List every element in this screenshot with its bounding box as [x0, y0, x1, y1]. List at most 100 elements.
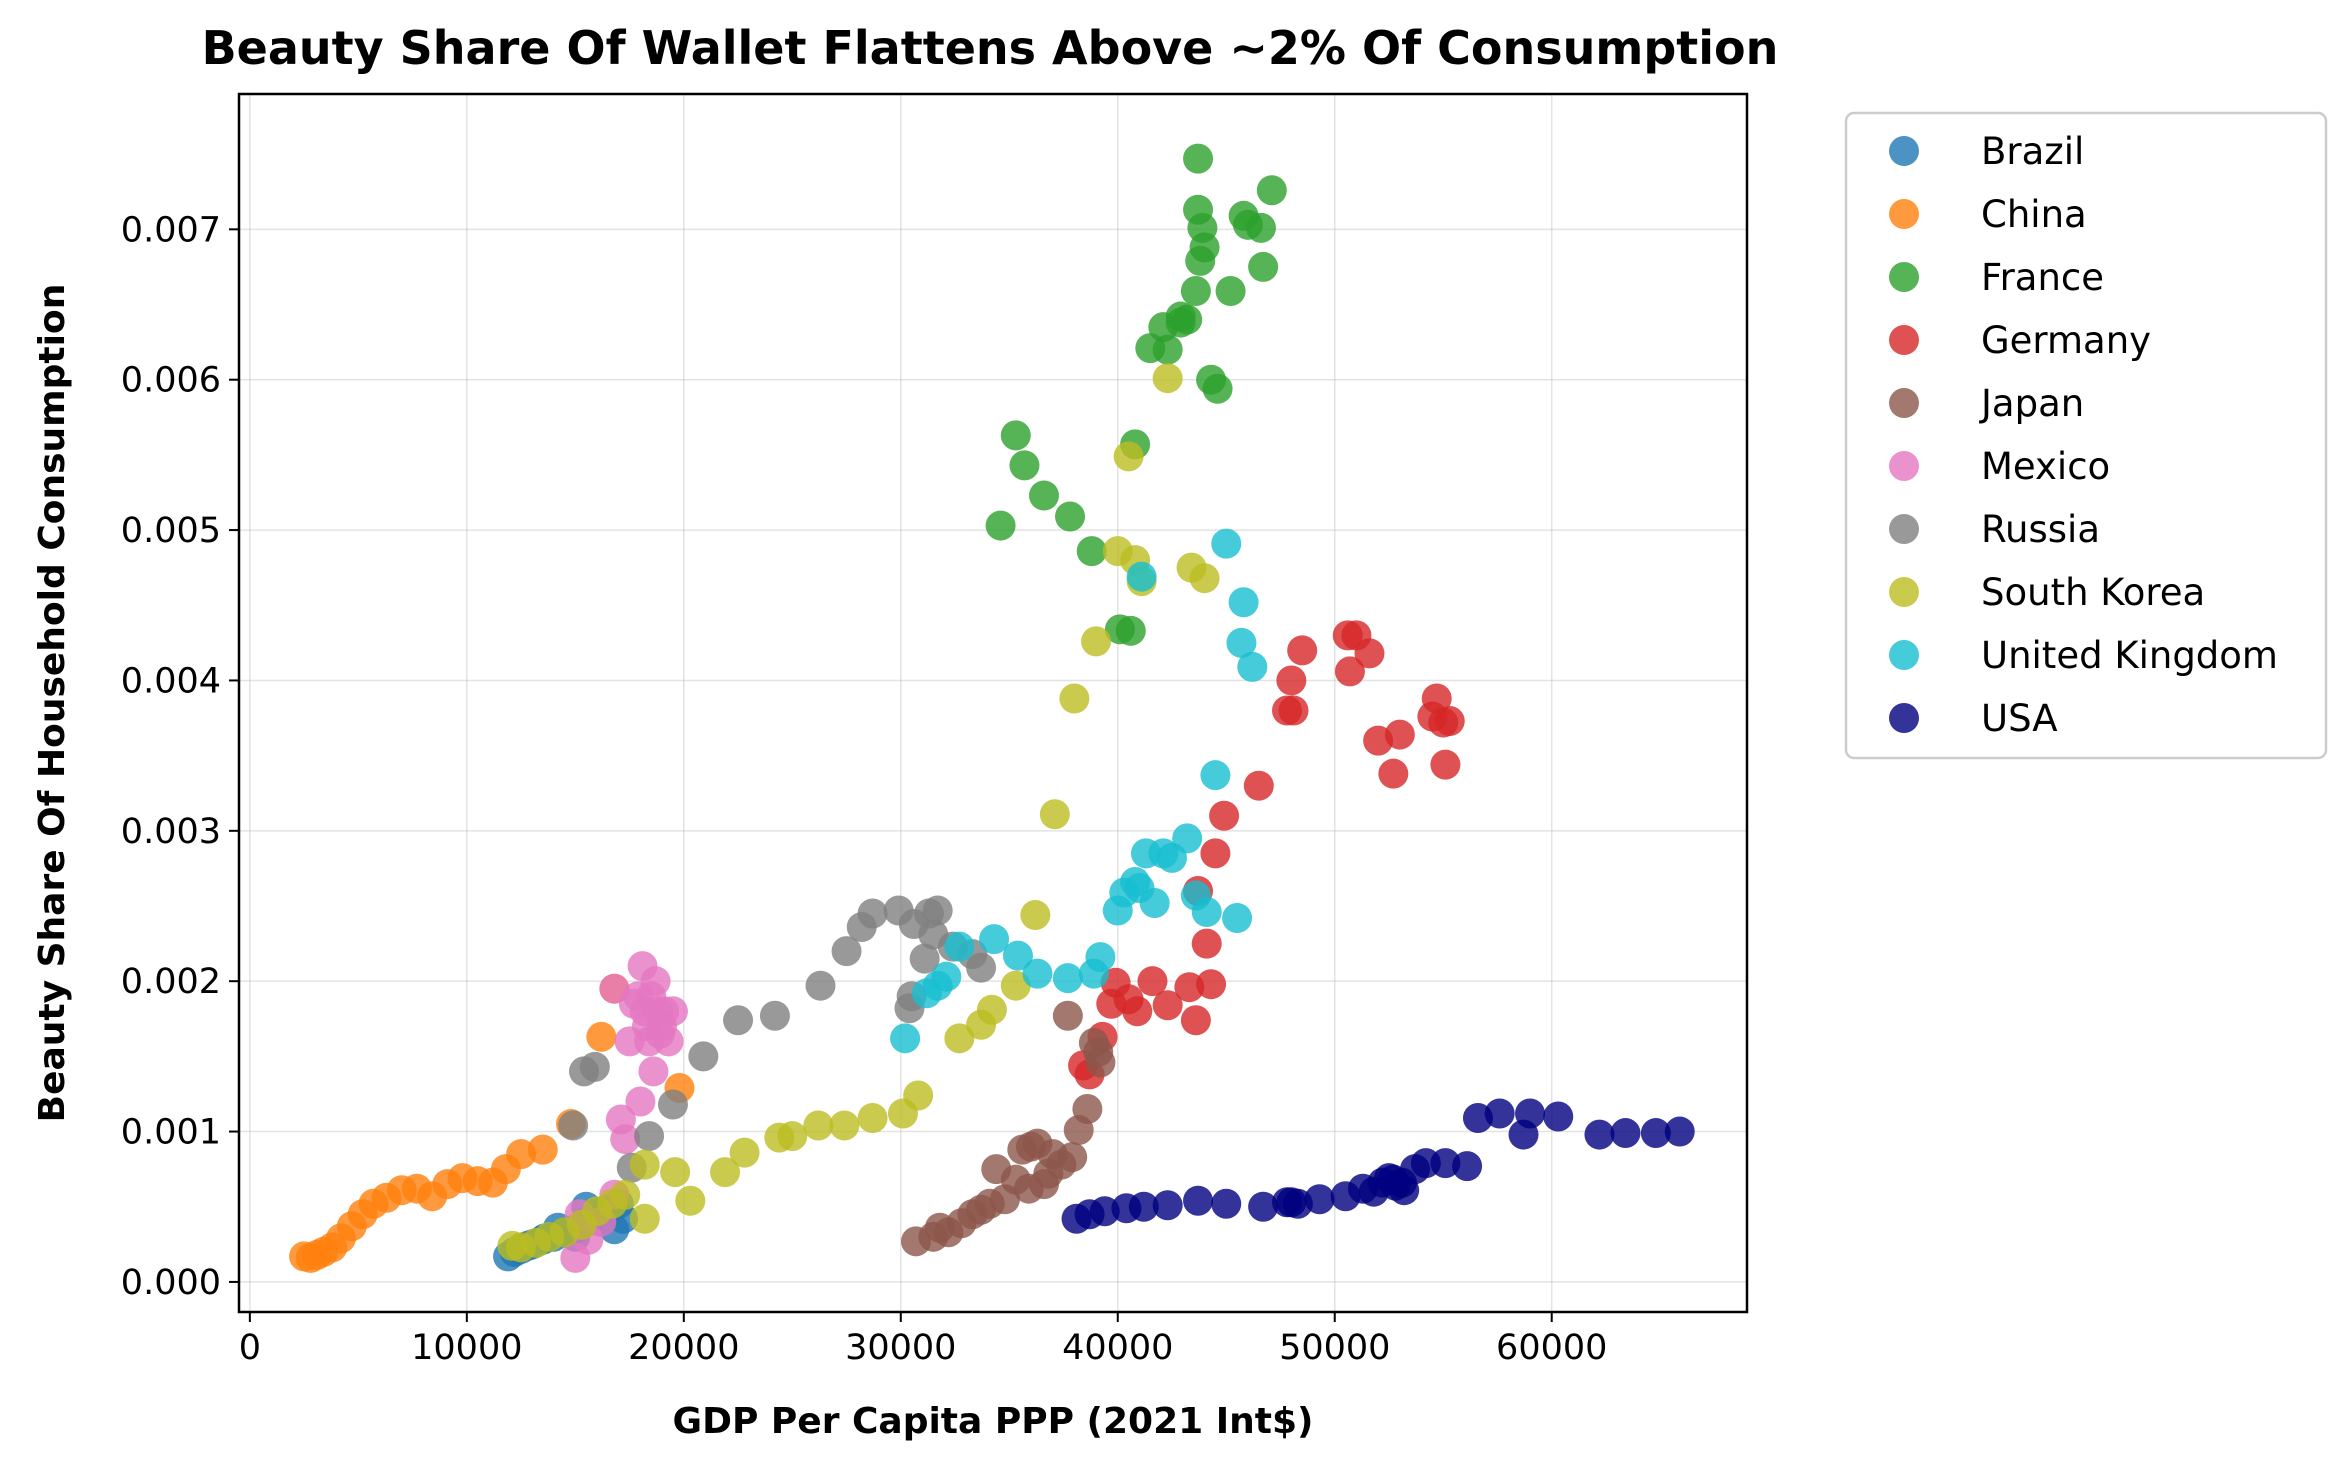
data-point	[1200, 760, 1231, 791]
series-russia	[558, 895, 997, 1183]
data-point	[829, 1110, 860, 1141]
data-point	[979, 924, 1010, 955]
data-point	[1202, 373, 1233, 404]
data-point	[1183, 1185, 1214, 1216]
legend-label: South Korea	[1981, 571, 2205, 614]
data-point	[1052, 963, 1083, 994]
legend-item: China	[1889, 193, 2087, 236]
data-point	[1085, 1047, 1116, 1078]
x-tick-label: 40000	[1062, 1328, 1173, 1368]
legend-label: France	[1981, 256, 2104, 299]
series-united-kingdom	[890, 528, 1268, 1054]
data-point	[1022, 958, 1053, 989]
data-point	[1215, 275, 1246, 306]
data-point	[1072, 1094, 1103, 1124]
data-point	[1430, 749, 1461, 780]
legend-marker	[1889, 136, 1919, 166]
legend-item: South Korea	[1889, 571, 2205, 614]
data-point	[1152, 990, 1183, 1021]
data-point	[1209, 800, 1240, 831]
data-point	[1228, 587, 1259, 618]
x-tick-label: 0	[239, 1328, 261, 1368]
data-point	[857, 1103, 888, 1134]
data-point	[1055, 501, 1086, 532]
legend-box	[1844, 111, 2328, 760]
data-point	[1122, 996, 1153, 1027]
data-point	[803, 1110, 834, 1141]
plot-area-frame	[237, 92, 1749, 1314]
data-point	[1243, 770, 1274, 801]
data-point	[1222, 903, 1253, 934]
data-point	[1211, 1188, 1242, 1219]
data-point	[1137, 966, 1168, 997]
legend-label: Brazil	[1981, 130, 2084, 173]
data-point	[898, 909, 929, 940]
data-point	[640, 966, 671, 997]
data-point	[759, 1000, 790, 1031]
y-tick-label: 0.007	[121, 210, 221, 250]
legend-label: Mexico	[1981, 445, 2110, 488]
data-point	[1384, 719, 1415, 750]
y-axis: 0.000 0.001 0.002 0.003 0.004 0.005 0.006 0.007	[121, 210, 239, 1303]
data-point	[1059, 683, 1090, 714]
data-point	[1113, 441, 1144, 472]
legend-item: Mexico	[1889, 445, 2110, 488]
legend-marker	[1889, 514, 1919, 544]
legend-label: Japan	[1979, 382, 2084, 425]
data-point	[657, 1089, 688, 1120]
data-point	[1434, 706, 1465, 737]
legend-marker	[1889, 451, 1919, 481]
data-point	[1180, 275, 1211, 306]
data-point	[777, 1121, 808, 1152]
data-point	[1052, 1000, 1083, 1031]
data-point	[1276, 1187, 1307, 1218]
legend-marker	[1889, 640, 1919, 670]
data-point	[1139, 887, 1170, 918]
data-point	[1152, 1190, 1183, 1221]
data-point	[1183, 143, 1214, 174]
data-points	[289, 143, 1695, 1273]
legend-marker	[1889, 703, 1919, 733]
data-point	[1191, 897, 1222, 928]
data-point	[1057, 1142, 1088, 1173]
y-tick-label: 0.001	[121, 1113, 221, 1153]
data-point	[944, 931, 975, 962]
y-tick-label: 0.003	[121, 812, 221, 852]
data-point	[931, 961, 962, 992]
data-point	[1180, 1005, 1211, 1036]
y-tick-label: 0.005	[121, 511, 221, 551]
data-point	[1237, 651, 1268, 682]
legend-marker	[1889, 577, 1919, 607]
data-point	[1196, 969, 1227, 1000]
data-point	[710, 1157, 741, 1188]
data-point	[688, 1041, 719, 1072]
data-point	[1610, 1118, 1641, 1149]
data-point	[634, 1121, 665, 1152]
data-point	[985, 510, 1016, 541]
data-point	[831, 936, 862, 967]
data-point	[1584, 1119, 1615, 1150]
legend: Brazil China France Germany Japan Mexico Russi…	[1844, 111, 2328, 760]
data-point	[610, 1179, 641, 1210]
data-point	[660, 1157, 691, 1188]
legend-item: United Kingdom	[1889, 634, 2278, 677]
y-tick-label: 0.000	[121, 1263, 221, 1303]
data-point	[599, 973, 630, 1004]
data-point	[1115, 615, 1146, 646]
data-point	[1081, 626, 1112, 657]
legend-item: USA	[1889, 697, 2058, 740]
legend-marker	[1889, 325, 1919, 355]
data-point	[1009, 450, 1040, 481]
legend-marker	[1889, 388, 1919, 418]
x-axis-label: GDP Per Capita PPP (2021 Int$)	[673, 1401, 1314, 1442]
data-point	[1126, 561, 1157, 592]
data-point	[1039, 799, 1070, 830]
data-point	[1172, 304, 1203, 335]
data-point	[558, 1110, 589, 1141]
legend-marker	[1889, 199, 1919, 229]
data-point	[1276, 665, 1307, 696]
data-point	[1543, 1101, 1574, 1132]
data-point	[944, 1023, 975, 1054]
series-south-korea	[497, 363, 1220, 1263]
series-china	[289, 973, 695, 1273]
